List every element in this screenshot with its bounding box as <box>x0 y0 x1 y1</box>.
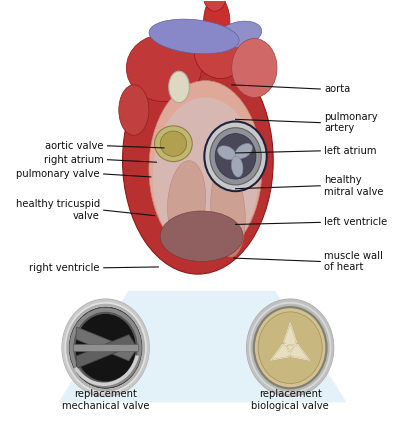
Text: aortic valve: aortic valve <box>45 141 104 151</box>
Ellipse shape <box>126 34 202 102</box>
Ellipse shape <box>194 24 247 78</box>
Circle shape <box>247 299 334 396</box>
Text: replacement
mechanical valve: replacement mechanical valve <box>62 389 149 411</box>
Ellipse shape <box>169 71 190 103</box>
Ellipse shape <box>211 165 245 257</box>
Circle shape <box>62 299 149 396</box>
Ellipse shape <box>217 21 262 48</box>
Ellipse shape <box>119 85 149 135</box>
Text: replacement
biological valve: replacement biological valve <box>251 389 329 411</box>
Ellipse shape <box>160 131 186 156</box>
Circle shape <box>215 134 256 179</box>
Ellipse shape <box>149 81 262 257</box>
Ellipse shape <box>218 146 236 160</box>
Ellipse shape <box>235 143 252 159</box>
Text: right atrium: right atrium <box>44 155 104 165</box>
Ellipse shape <box>232 38 277 97</box>
Polygon shape <box>76 335 135 368</box>
Ellipse shape <box>204 0 230 47</box>
Ellipse shape <box>231 156 243 177</box>
Circle shape <box>205 122 266 191</box>
Ellipse shape <box>160 211 243 262</box>
Text: left ventricle: left ventricle <box>324 217 387 227</box>
Text: pulmonary
artery: pulmonary artery <box>324 112 378 133</box>
Text: right ventricle: right ventricle <box>30 263 100 273</box>
Text: pulmonary valve: pulmonary valve <box>16 169 100 179</box>
Text: healthy
mitral valve: healthy mitral valve <box>324 175 384 197</box>
Circle shape <box>254 308 326 388</box>
Circle shape <box>210 128 261 185</box>
Circle shape <box>69 307 142 388</box>
Ellipse shape <box>204 0 226 11</box>
Text: healthy tricuspid
valve: healthy tricuspid valve <box>16 199 100 221</box>
Text: muscle wall
of heart: muscle wall of heart <box>324 251 383 272</box>
Ellipse shape <box>149 19 239 54</box>
Ellipse shape <box>168 161 206 244</box>
Polygon shape <box>76 327 135 361</box>
Circle shape <box>258 312 322 384</box>
Polygon shape <box>58 291 347 403</box>
Ellipse shape <box>153 97 258 257</box>
Text: left atrium: left atrium <box>324 146 376 156</box>
Polygon shape <box>271 322 310 360</box>
Text: aorta: aorta <box>324 84 350 94</box>
Ellipse shape <box>154 126 192 162</box>
Polygon shape <box>73 344 138 351</box>
Ellipse shape <box>122 47 273 274</box>
